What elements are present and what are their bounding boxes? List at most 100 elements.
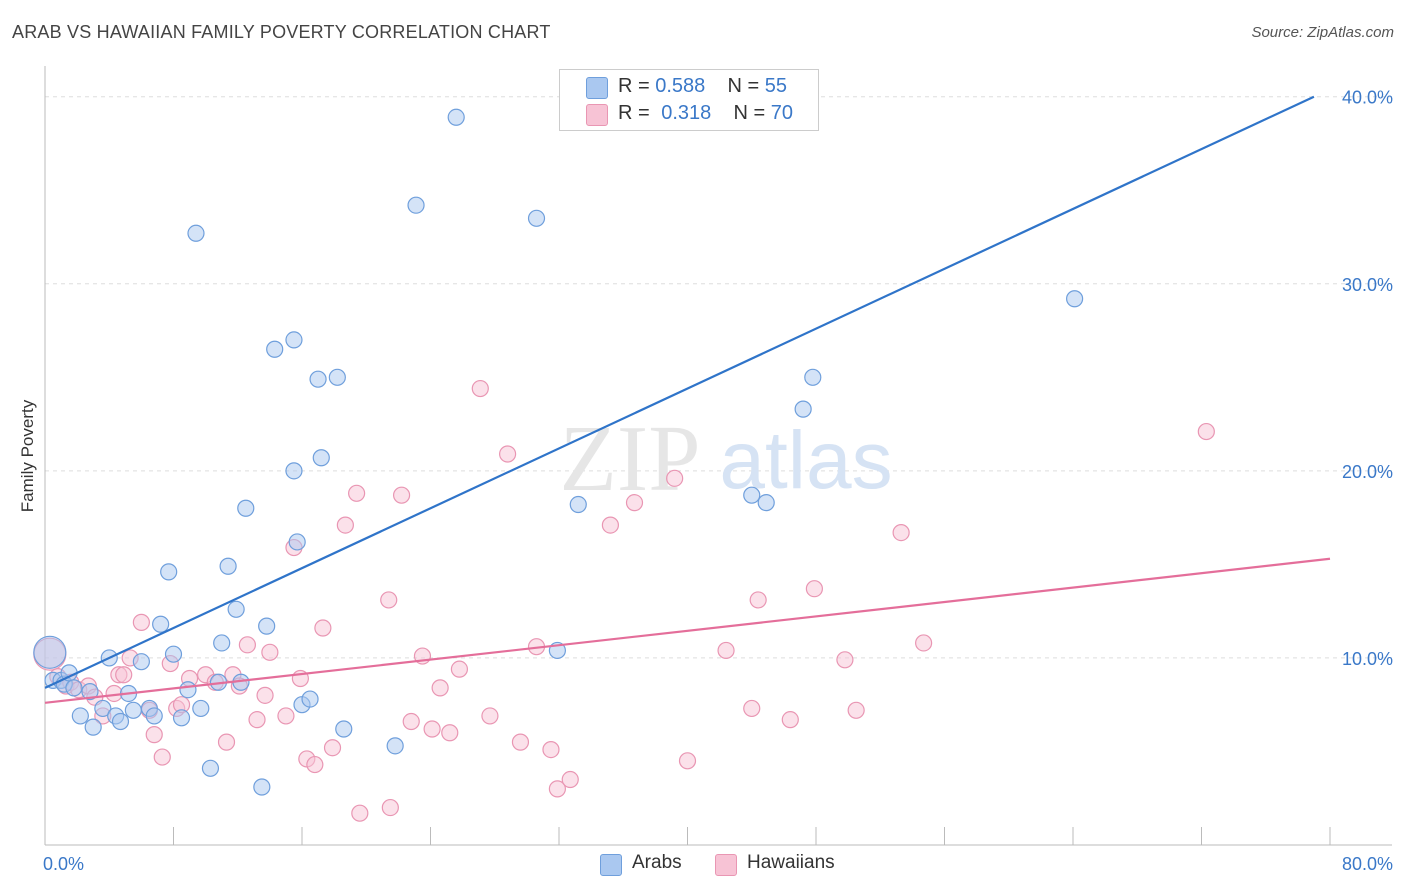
hawaiian-point-28 — [261, 643, 279, 661]
hawaiian-point-25 — [238, 636, 256, 654]
legend-swatch-arabs — [586, 77, 608, 99]
arab-point-5 — [65, 679, 83, 697]
arab-point-34 — [285, 462, 303, 480]
hawaiian-point-26 — [248, 711, 266, 729]
arab-point-22 — [179, 681, 197, 699]
bottom-legend-label-hawaiians: Hawaiians — [747, 852, 835, 873]
legend-r-value: 0.318 — [661, 102, 712, 124]
hawaiian-point-38 — [351, 804, 369, 822]
hawaiian-point-36 — [336, 516, 354, 534]
arab-point-49 — [743, 486, 761, 504]
hawaiian-point-64 — [805, 580, 823, 598]
arab-point-44 — [407, 196, 425, 214]
hawaiian-point-63 — [781, 711, 799, 729]
hawaiian-point-51 — [511, 733, 530, 751]
arab-point-14 — [124, 701, 142, 719]
hawaiian-point-48 — [471, 379, 489, 398]
legend-n-value: 55 — [764, 75, 788, 97]
arab-point-24 — [192, 699, 210, 718]
arab-point-25 — [201, 759, 220, 777]
arab-point-33 — [266, 340, 284, 358]
arab-point-52 — [804, 368, 822, 386]
y-tick-label-3: 40.0% — [1342, 88, 1393, 108]
hawaiian-point-46 — [441, 724, 459, 742]
arab-point-51 — [794, 400, 812, 418]
arab-trend-line — [44, 95, 1315, 689]
arab-point-29 — [227, 600, 245, 618]
arab-point-38 — [301, 690, 319, 708]
correlation-legend: R = 0.588 N = 55 R = 0.318 N = 70 — [559, 69, 819, 131]
hawaiian-point-59 — [678, 752, 697, 770]
arab-point-48 — [569, 495, 587, 514]
series-arabs — [33, 108, 1084, 796]
hawaiian-point-47 — [450, 660, 469, 678]
arab-point-31 — [237, 499, 255, 517]
hawaiian-point-41 — [392, 486, 411, 504]
hawaiian-point-37 — [348, 484, 366, 502]
arab-point-27 — [213, 634, 231, 652]
legend-n-label: N = — [727, 75, 765, 97]
hawaiian-point-53 — [542, 740, 560, 759]
arab-point-21 — [172, 709, 191, 727]
source-credit: Source: ZipAtlas.com — [1251, 24, 1394, 41]
hawaiian-point-14 — [145, 726, 163, 744]
bottom-legend-swatch-hawaiians — [715, 854, 737, 876]
hawaiian-point-62 — [749, 591, 767, 609]
y-tick-label-0: 10.0% — [1342, 649, 1393, 669]
arab-point-8 — [84, 718, 102, 736]
arab-point-39 — [309, 370, 327, 388]
arab-point-18 — [152, 615, 170, 633]
hawaiian-point-66 — [847, 701, 865, 719]
hawaiian-trend-line — [44, 557, 1331, 704]
hawaiian-point-45 — [431, 679, 449, 697]
hawaiian-point-29 — [277, 707, 295, 725]
hawaiian-point-56 — [601, 516, 620, 534]
tick-labels: 10.0% 20.0% 30.0% 40.0% 0.0% 80.0% — [43, 88, 1393, 874]
y-tick-label-2: 30.0% — [1342, 275, 1393, 295]
arab-point-19 — [160, 563, 178, 581]
bottom-legend-label-arabs: Arabs — [632, 852, 682, 873]
hawaiian-point-22 — [217, 733, 236, 751]
hawaiian-point-54 — [548, 780, 566, 798]
arab-point-46 — [527, 209, 546, 227]
arab-point-50 — [757, 494, 775, 512]
arab-point-23 — [187, 224, 205, 242]
hawaiian-point-50 — [499, 445, 517, 463]
bottom-legend-swatch-arabs — [600, 854, 622, 876]
hawaiian-point-49 — [481, 707, 499, 725]
arab-point-41 — [328, 368, 346, 386]
arab-point-53 — [1066, 290, 1084, 308]
legend-n-label: N = — [733, 102, 771, 124]
hawaiian-point-61 — [743, 699, 761, 718]
x-tick-label-min: 0.0% — [43, 854, 84, 874]
y-axis-label: Family Poverty — [18, 399, 37, 513]
arab-point-43 — [386, 737, 404, 755]
hawaiian-point-55 — [561, 770, 579, 789]
hawaiian-point-57 — [625, 494, 644, 512]
legend-n-value: 70 — [770, 102, 794, 124]
arab-point-54 — [253, 778, 271, 796]
trend-lines — [44, 95, 1331, 704]
arab-point-17 — [145, 707, 163, 725]
hawaiian-point-68 — [915, 634, 933, 652]
hawaiian-point-39 — [380, 591, 398, 609]
legend-swatch-hawaiians — [586, 104, 608, 126]
hawaiian-point-69 — [1197, 422, 1215, 441]
arab-point-45 — [447, 108, 465, 126]
arab-point-0 — [33, 635, 67, 669]
hawaiian-point-27 — [256, 686, 274, 704]
arab-point-9 — [94, 699, 112, 718]
legend-r-label: R = — [618, 102, 656, 124]
hawaiian-point-33 — [306, 755, 324, 774]
hawaiian-point-12 — [132, 613, 150, 631]
arab-point-40 — [312, 449, 330, 467]
hawaiian-point-67 — [892, 523, 910, 542]
watermark-zip: ZIP — [560, 407, 701, 511]
y-tick-label-1: 20.0% — [1342, 462, 1393, 482]
x-tick-label-max: 80.0% — [1342, 854, 1393, 874]
hawaiian-point-65 — [836, 651, 854, 669]
watermark: ZIP atlas — [560, 407, 893, 511]
hawaiian-point-35 — [323, 739, 342, 757]
arab-point-28 — [219, 557, 237, 575]
